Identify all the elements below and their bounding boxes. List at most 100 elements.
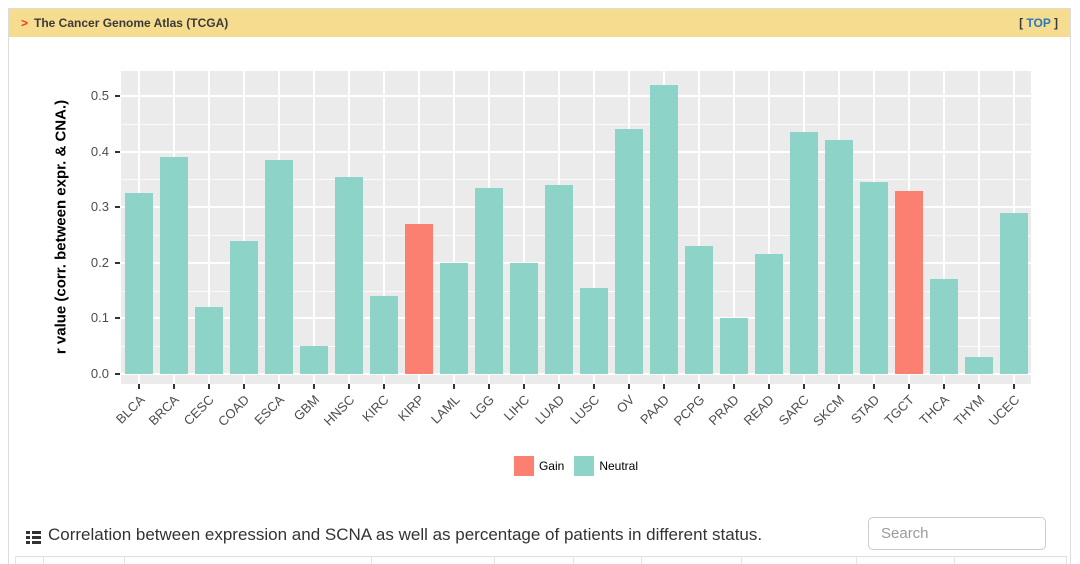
table-header-cell [124,557,371,564]
bar-UCEC [999,212,1028,374]
y-tick-mark [115,373,120,375]
top-link[interactable]: [ TOP ] [1019,16,1058,30]
bar-LIHC [509,262,538,374]
y-tick-label: 0.0 [90,366,109,381]
major-gridline [121,373,1031,375]
x-tick-mark [242,384,245,389]
vertical-gridline [697,71,700,384]
x-tick-label: LAML [427,392,463,427]
chart-legend: Gain Neutral [121,456,1031,476]
table-header-cell [741,557,856,564]
table-top-edge [15,556,1067,564]
x-tick-mark [382,384,385,389]
x-tick-mark [627,384,630,389]
vertical-gridline [207,71,210,384]
x-tick-label: KIRP [395,392,428,425]
bar-COAD [229,240,258,374]
x-tick-mark [837,384,840,389]
y-tick-label: 0.2 [90,254,109,270]
y-tick-mark [115,206,120,209]
bar-HNSC [334,176,363,374]
section-arrow-icon: > [21,16,29,30]
x-tick-label: THCA [916,392,953,428]
y-tick-mark [115,317,120,320]
x-tick-label: BRCA [145,392,183,429]
x-tick-mark [977,384,980,389]
x-tick-label: THYM [950,392,988,429]
bar-KIRP [404,223,433,374]
legend-item-gain: Gain [513,456,565,476]
vertical-gridline [767,71,770,384]
plot-panel [121,71,1031,384]
x-tick-mark [137,384,140,389]
x-tick-label: LIHC [500,392,533,424]
x-tick-label: GBM [290,392,323,424]
major-gridline [121,150,1031,153]
bar-STAD [859,182,888,374]
bar-PRAD [719,318,748,374]
top-link-text[interactable]: TOP [1026,16,1051,30]
x-tick-mark [907,384,910,389]
top-link-close-bracket: ] [1054,16,1058,30]
vertical-gridline [592,71,595,384]
legend-swatch-gain [513,456,534,476]
vertical-gridline [942,71,945,384]
vertical-gridline [452,71,455,384]
x-tick-mark [207,384,210,389]
bar-LGG [474,187,503,374]
major-gridline [121,95,1031,97]
x-tick-label: UCEC [985,392,1023,429]
bar-GBM [299,346,328,374]
x-tick-label: SARC [775,392,813,429]
table-caption: Correlation between expression and SCNA … [48,525,763,544]
x-tick-mark [802,384,805,389]
table-header-cell [954,557,1067,564]
x-tick-mark [662,384,665,389]
x-tick-label: KIRC [359,392,393,425]
x-tick-mark [697,384,700,389]
x-tick-label: LUAD [531,392,568,428]
table-header-cell [371,557,494,564]
minor-gridline [121,123,1031,125]
bar-PAAD [649,84,678,374]
y-tick-label: 0.3 [90,199,109,215]
bar-BLCA [124,193,153,374]
legend-label: Neutral [599,459,639,473]
bar-PCPG [684,246,713,374]
x-tick-label: LUSC [566,392,603,428]
legend-label: Gain [538,459,565,473]
x-tick-label: STAD [847,392,883,427]
table-header-cell [856,557,954,564]
vertical-gridline [732,71,735,384]
bar-LAML [439,262,468,374]
search-input[interactable] [868,517,1046,550]
x-tick-label: PAAD [637,392,673,427]
bar-READ [754,254,783,374]
bar-CESC [194,307,223,374]
major-gridline [121,317,1031,320]
x-tick-label: LGG [467,392,498,423]
y-tick-label: 0.1 [90,310,109,326]
x-tick-mark [592,384,595,389]
major-gridline [121,206,1031,209]
x-tick-mark [277,384,280,389]
x-tick-mark [767,384,770,389]
bar-LUSC [579,287,608,374]
x-tick-label: HNSC [320,392,358,429]
x-tick-label: CESC [180,392,218,429]
x-tick-mark [732,384,735,389]
vertical-gridline [242,71,245,384]
vertical-gridline [977,71,980,384]
y-tick-mark [115,261,120,264]
x-tick-mark [347,384,350,389]
x-tick-mark [557,384,560,389]
minor-gridline [121,290,1031,292]
bar-TGCT [894,190,923,374]
minor-gridline [121,179,1031,181]
minor-gridline [121,235,1031,236]
x-tick-mark [1012,384,1015,389]
y-tick-mark [115,150,120,153]
bar-THYM [964,357,993,374]
x-tick-mark [172,384,175,389]
y-tick-label: 0.4 [90,143,109,159]
